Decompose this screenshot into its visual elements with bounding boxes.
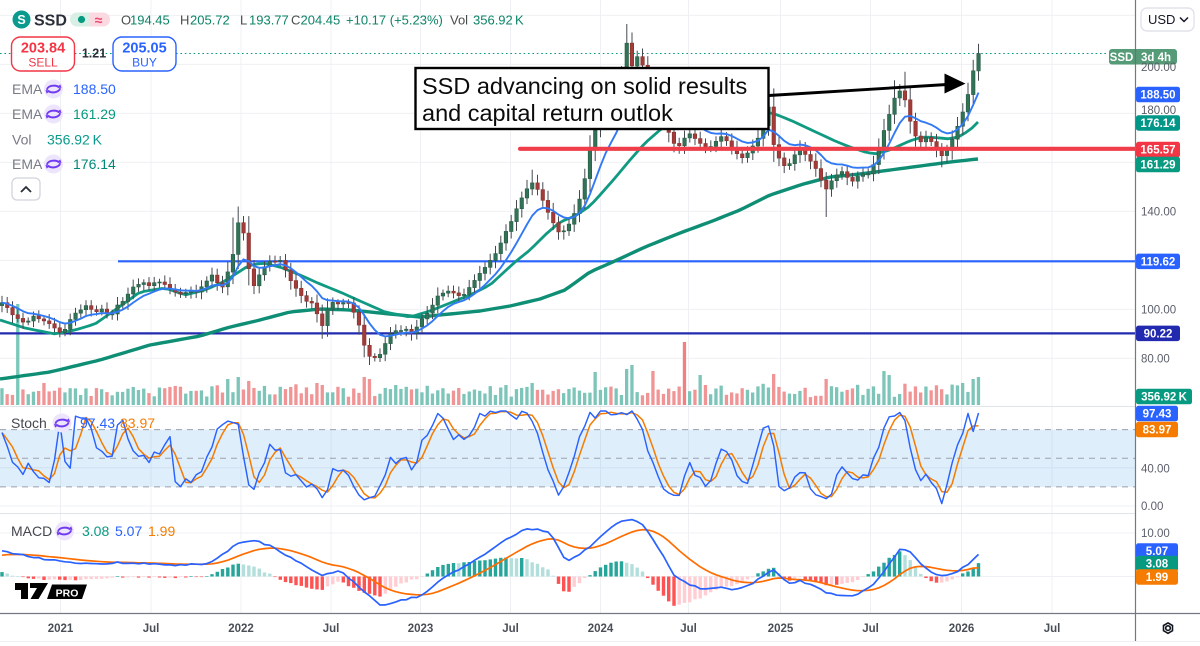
svg-text:L: L xyxy=(240,13,247,28)
svg-text:and capital return outlok: and capital return outlok xyxy=(422,100,673,126)
svg-text:2022: 2022 xyxy=(228,623,254,635)
svg-text:SSD: SSD xyxy=(34,13,67,30)
svg-text:Jul: Jul xyxy=(862,623,879,635)
svg-text:USD: USD xyxy=(1148,12,1175,27)
svg-text:1.21: 1.21 xyxy=(82,47,106,61)
svg-text:EMA: EMA xyxy=(12,156,43,172)
svg-text:205.05: 205.05 xyxy=(122,41,166,57)
svg-text:Stoch: Stoch xyxy=(11,415,47,431)
svg-text:SSD advancing on solid results: SSD advancing on solid results xyxy=(422,73,747,99)
svg-text:1.99: 1.99 xyxy=(1146,572,1168,584)
svg-text:2025: 2025 xyxy=(768,623,794,635)
svg-text:97.43: 97.43 xyxy=(80,415,115,431)
svg-text:356.92 K: 356.92 K xyxy=(47,132,103,148)
svg-text:1.99: 1.99 xyxy=(148,523,175,539)
svg-text:80.00: 80.00 xyxy=(1141,353,1170,365)
svg-text:C: C xyxy=(291,13,300,28)
svg-text:K: K xyxy=(515,13,524,28)
svg-text:0.00: 0.00 xyxy=(1141,501,1163,513)
svg-text:119.62: 119.62 xyxy=(1141,256,1176,268)
svg-text:+10.17 (+5.23%): +10.17 (+5.23%) xyxy=(346,13,443,28)
svg-text:Jul: Jul xyxy=(1044,623,1061,635)
svg-text:204.45: 204.45 xyxy=(301,13,341,28)
svg-text:3.08: 3.08 xyxy=(82,523,109,539)
svg-text:188.50: 188.50 xyxy=(1140,90,1175,102)
svg-text:203.84: 203.84 xyxy=(21,41,65,57)
svg-text:SSD: SSD xyxy=(1110,52,1134,64)
svg-text:140.00: 140.00 xyxy=(1141,206,1176,218)
svg-text:Vol: Vol xyxy=(12,132,31,148)
svg-text:165.57: 165.57 xyxy=(1140,145,1175,157)
svg-text:100.00: 100.00 xyxy=(1141,304,1176,316)
svg-text:180.00: 180.00 xyxy=(1141,105,1176,117)
svg-text:193.77: 193.77 xyxy=(249,13,289,28)
svg-text:83.97: 83.97 xyxy=(120,415,155,431)
svg-text:Jul: Jul xyxy=(323,623,340,635)
svg-text:2024: 2024 xyxy=(588,623,614,635)
svg-text:176.14: 176.14 xyxy=(1140,118,1176,130)
svg-text:356.92 K: 356.92 K xyxy=(1141,392,1187,404)
svg-text:PRO: PRO xyxy=(56,588,79,600)
svg-text:Jul: Jul xyxy=(502,623,519,635)
svg-text:2021: 2021 xyxy=(48,623,74,635)
svg-text:5.07: 5.07 xyxy=(115,523,142,539)
svg-text:83.97: 83.97 xyxy=(1143,425,1172,437)
svg-text:EMA: EMA xyxy=(12,81,43,97)
svg-text:161.29: 161.29 xyxy=(1140,160,1175,172)
svg-text:EMA: EMA xyxy=(12,106,43,122)
svg-text:40.00: 40.00 xyxy=(1141,463,1170,475)
svg-text:205.72: 205.72 xyxy=(190,13,230,28)
svg-text:≈: ≈ xyxy=(95,12,103,28)
svg-text:90.22: 90.22 xyxy=(1144,328,1173,340)
svg-text:MACD: MACD xyxy=(11,523,52,539)
svg-text:161.29: 161.29 xyxy=(73,106,116,122)
svg-text:S: S xyxy=(17,13,25,27)
svg-text:176.14: 176.14 xyxy=(73,156,116,172)
svg-text:2023: 2023 xyxy=(408,623,434,635)
svg-text:10.00: 10.00 xyxy=(1141,528,1170,540)
svg-text:188.50: 188.50 xyxy=(73,81,116,97)
svg-text:O: O xyxy=(121,13,131,28)
svg-text:194.45: 194.45 xyxy=(130,13,170,28)
svg-text:3.08: 3.08 xyxy=(1146,559,1169,571)
svg-text:200.00: 200.00 xyxy=(1141,62,1176,74)
svg-text:SELL: SELL xyxy=(28,56,58,70)
svg-text:2026: 2026 xyxy=(949,623,975,635)
svg-text:BUY: BUY xyxy=(132,56,157,70)
svg-text:Jul: Jul xyxy=(680,623,697,635)
svg-text:3d 4h: 3d 4h xyxy=(1141,52,1171,64)
svg-text:356.92: 356.92 xyxy=(473,13,513,28)
svg-text:Vol: Vol xyxy=(450,13,468,28)
svg-text:Jul: Jul xyxy=(143,623,160,635)
svg-text:H: H xyxy=(180,13,189,28)
svg-text:5.07: 5.07 xyxy=(1146,546,1168,558)
svg-text:97.43: 97.43 xyxy=(1143,409,1172,421)
